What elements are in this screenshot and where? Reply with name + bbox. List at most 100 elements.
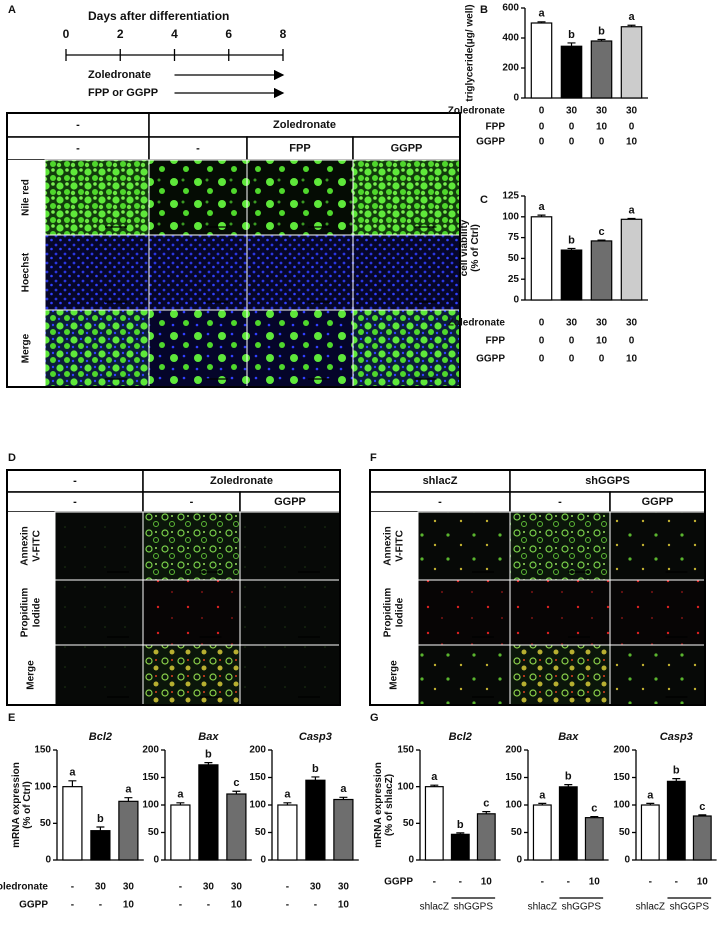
error-bar (567, 42, 576, 47)
bar (590, 240, 613, 301)
y-axis-label: mRNA expression (11, 762, 22, 848)
condition-value: 10 (123, 900, 135, 911)
y-tick-label: 100 (397, 781, 414, 792)
y-tick-label: 0 (516, 855, 522, 866)
bar (118, 800, 139, 861)
header-cell (148, 112, 461, 138)
y-tick-label: 150 (34, 745, 51, 756)
micrograph (148, 159, 248, 236)
micrograph (239, 644, 341, 706)
significance-letter: a (538, 8, 545, 20)
condition-name: FPP (486, 336, 506, 347)
y-tick-label: 100 (502, 211, 519, 222)
row-label: Hoechst (21, 252, 32, 292)
condition-value: - (179, 900, 182, 911)
bar (558, 786, 578, 861)
micrograph (417, 579, 511, 646)
y-tick-label: 50 (148, 827, 160, 838)
micrograph (246, 309, 354, 388)
timeline-tick-label: 8 (280, 27, 287, 41)
significance-letter: b (205, 749, 212, 761)
condition-value: 10 (697, 877, 709, 888)
y-tick-label: 100 (613, 800, 630, 811)
group-label: shlacZ (636, 902, 665, 913)
row-label: Annexin (20, 526, 31, 565)
y-tick-label: 0 (260, 855, 266, 866)
y-tick-label: 0 (513, 295, 519, 306)
condition-value: - (179, 882, 182, 893)
condition-name: GGPP (19, 900, 48, 911)
error-bar (283, 802, 292, 805)
row-label: V-FITC (32, 530, 43, 562)
condition-value: 30 (310, 882, 322, 893)
micrograph (417, 644, 511, 706)
group-label: shlacZ (528, 902, 557, 913)
y-tick-label: 0 (45, 855, 51, 866)
panel-label: G (370, 712, 379, 724)
error-bar (430, 784, 439, 787)
chart-title: Bcl2 (89, 731, 112, 743)
chart-title: Casp3 (660, 731, 693, 743)
bar (620, 26, 643, 99)
row-label: Iodide (395, 597, 406, 627)
row-label-cell (7, 310, 45, 387)
condition-value: 10 (481, 877, 493, 888)
micrograph (609, 579, 706, 646)
header-cell (6, 112, 150, 138)
bar (450, 833, 470, 861)
header-label: - (76, 119, 80, 131)
header-label: FPP (289, 142, 310, 154)
row-label: V-FITC (395, 530, 406, 562)
condition-name: GGPP (476, 354, 505, 365)
significance-letter: a (69, 767, 76, 779)
significance-letter: c (598, 226, 604, 238)
bar (198, 764, 219, 861)
micrograph (54, 579, 144, 646)
significance-letter: c (591, 802, 597, 814)
header-label: - (73, 475, 77, 487)
error-bar (311, 776, 320, 781)
bar (530, 216, 553, 301)
chart-title: Bax (558, 731, 579, 743)
header-label: - (73, 496, 77, 508)
error-bar (204, 762, 213, 765)
error-bar (672, 778, 681, 782)
y-axis-label: cell viability (459, 219, 470, 276)
y-tick-label: 0 (513, 93, 519, 104)
bar (666, 780, 686, 861)
grid-border (6, 112, 461, 388)
error-bar (96, 826, 105, 831)
chart-title: Bcl2 (449, 731, 472, 743)
y-tick-label: 200 (502, 63, 519, 74)
header-label: Zoledronate (210, 475, 273, 487)
error-bar (482, 811, 491, 814)
row-label-cell (370, 512, 418, 580)
bar (424, 786, 444, 861)
micrograph (239, 511, 341, 581)
bar (590, 40, 613, 99)
micrograph (352, 159, 461, 236)
row-label: Propidium (20, 588, 31, 638)
micrograph (417, 511, 511, 581)
micrograph (44, 159, 150, 236)
row-label-cell (7, 645, 55, 705)
condition-value: 30 (626, 318, 638, 329)
condition-value: - (541, 877, 544, 888)
micrograph (142, 644, 241, 706)
condition-value: 30 (626, 106, 638, 117)
significance-letter: b (568, 29, 575, 41)
header-label: - (190, 496, 194, 508)
error-bar (537, 21, 546, 23)
condition-value: - (433, 877, 436, 888)
y-tick-label: 600 (502, 3, 519, 14)
error-bar (627, 217, 636, 220)
y-tick-label: 400 (502, 33, 519, 44)
micrograph (509, 644, 611, 706)
significance-letter: a (177, 789, 184, 801)
grid-border (6, 469, 341, 706)
micrograph (609, 644, 706, 706)
condition-value: - (71, 882, 74, 893)
header-label: - (196, 142, 200, 154)
error-bar (68, 780, 77, 787)
micrograph (54, 511, 144, 581)
